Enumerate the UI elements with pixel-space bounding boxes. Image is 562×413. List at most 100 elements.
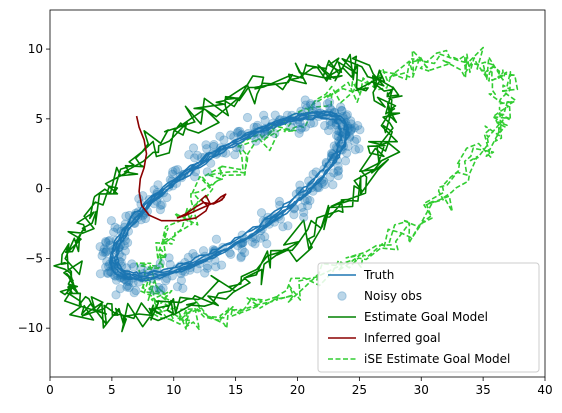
noisy-obs-point xyxy=(111,290,121,300)
noisy-obs-point xyxy=(313,108,324,119)
noisy-obs-point xyxy=(200,268,210,278)
noisy-obs-point xyxy=(180,257,190,268)
noisy-obs-point xyxy=(311,167,321,177)
noisy-obs-point xyxy=(326,153,337,164)
noisy-obs-point xyxy=(319,164,329,174)
noisy-obs-point xyxy=(331,118,341,128)
noisy-obs-point xyxy=(340,117,351,128)
noisy-obs-point xyxy=(153,271,163,281)
noisy-obs-point xyxy=(322,99,332,109)
noisy-obs-point xyxy=(296,111,307,121)
noisy-obs-point xyxy=(152,264,162,274)
noisy-obs-point xyxy=(232,128,242,138)
noisy-obs-point xyxy=(346,124,357,134)
y-tick-label: −5 xyxy=(25,251,43,265)
noisy-obs-point xyxy=(302,201,313,211)
noisy-obs-point xyxy=(351,134,362,144)
noisy-obs-point xyxy=(134,277,144,287)
noisy-obs-point xyxy=(100,247,111,258)
noisy-obs-point xyxy=(161,276,171,286)
noisy-obs-point xyxy=(108,253,119,263)
legend-marker-noisy-obs xyxy=(337,291,347,301)
noisy-obs-point xyxy=(162,273,172,283)
noisy-obs-point xyxy=(304,176,314,186)
noisy-obs-point xyxy=(248,232,258,242)
noisy-obs-point xyxy=(121,211,131,221)
noisy-obs-point xyxy=(124,276,134,286)
noisy-obs-point xyxy=(230,150,240,160)
noisy-obs-point xyxy=(305,196,315,206)
noisy-obs-point xyxy=(328,180,338,190)
noisy-obs-point xyxy=(297,189,307,199)
noisy-obs-point xyxy=(101,237,111,247)
legend: Truth Noisy obs Estimate Goal Model Inferre… xyxy=(317,262,540,373)
noisy-obs-point xyxy=(178,283,188,293)
noisy-obs-point xyxy=(119,269,129,280)
noisy-obs-point xyxy=(320,121,330,131)
legend-label: Truth xyxy=(363,268,394,282)
noisy-obs-point xyxy=(342,110,352,120)
noisy-obs-point xyxy=(321,157,331,168)
x-tick-label: 5 xyxy=(108,383,116,397)
noisy-obs-point xyxy=(333,112,343,122)
noisy-obs-point xyxy=(258,216,268,226)
noisy-obs-point xyxy=(302,111,312,121)
noisy-obs-point xyxy=(233,241,243,251)
noisy-obs-point xyxy=(325,103,335,113)
noisy-obs-point xyxy=(131,285,141,296)
noisy-obs-point xyxy=(99,244,109,254)
noisy-obs-point xyxy=(113,224,123,234)
noisy-obs-point xyxy=(329,141,339,151)
noisy-obs-point xyxy=(305,99,316,109)
noisy-obs-point xyxy=(177,266,187,276)
noisy-obs-point xyxy=(314,111,324,122)
noisy-obs-point xyxy=(140,273,150,283)
noisy-obs-point xyxy=(343,124,353,134)
noisy-obs-point xyxy=(108,244,119,255)
noisy-obs-point xyxy=(136,215,146,225)
noisy-obs-point xyxy=(236,251,246,261)
noisy-obs-point xyxy=(340,156,351,166)
noisy-obs-point xyxy=(120,235,130,246)
noisy-obs-point xyxy=(344,133,354,143)
noisy-obs-point xyxy=(215,131,225,141)
noisy-obs-point xyxy=(138,211,148,221)
noisy-obs-point xyxy=(203,261,213,271)
noisy-obs-point xyxy=(256,208,267,218)
noisy-obs-point xyxy=(117,272,127,282)
noisy-obs-point xyxy=(350,123,360,133)
x-tick-label: 20 xyxy=(290,383,305,397)
noisy-obs-point xyxy=(279,115,289,126)
noisy-obs-point xyxy=(105,240,115,250)
noisy-obs-point xyxy=(259,110,269,120)
noisy-obs-point xyxy=(119,240,129,251)
noisy-obs-point xyxy=(256,233,266,243)
noisy-obs-point xyxy=(334,138,344,148)
noisy-obs-point xyxy=(274,196,284,206)
noisy-obs-point xyxy=(235,143,245,153)
noisy-obs-point xyxy=(339,119,349,129)
noisy-obs-point xyxy=(309,118,319,128)
noisy-obs-point xyxy=(168,167,178,177)
noisy-obs-point xyxy=(158,283,168,293)
noisy-obs-point xyxy=(346,119,356,129)
noisy-obs-point xyxy=(162,192,172,203)
noisy-obs-point xyxy=(345,131,355,141)
noisy-obs-point xyxy=(269,213,279,223)
noisy-obs-point xyxy=(332,144,343,154)
noisy-obs-point xyxy=(133,271,143,281)
noisy-obs-point xyxy=(336,144,346,155)
noisy-obs-point xyxy=(118,228,128,238)
noisy-obs-point xyxy=(313,181,323,191)
noisy-obs-point xyxy=(180,267,190,277)
noisy-obs-point xyxy=(317,110,328,120)
noisy-obs-point xyxy=(302,103,312,113)
noisy-obs-point xyxy=(133,207,143,217)
noisy-obs-point xyxy=(111,275,122,285)
noisy-obs-point xyxy=(338,127,348,137)
noisy-obs-point xyxy=(114,242,125,252)
noisy-obs-point xyxy=(129,218,139,228)
noisy-obs-point xyxy=(272,118,283,128)
noisy-obs-point xyxy=(306,100,316,111)
noisy-obs-point xyxy=(154,282,164,293)
